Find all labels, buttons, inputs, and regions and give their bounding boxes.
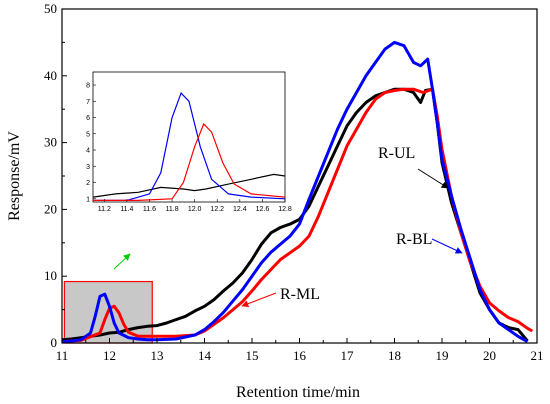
- x-tick-label: 11: [56, 348, 69, 363]
- y-tick-label: 10: [44, 268, 57, 283]
- inset-x-tick-label: 12.6: [256, 206, 270, 213]
- x-tick-label: 19: [436, 348, 449, 363]
- annotation-arrow-r-bl: [431, 238, 463, 254]
- annotation-label-r-bl: R-BL: [396, 231, 432, 248]
- inset-x-tick-label: 11.8: [166, 206, 179, 213]
- inset-y-tick-label: 7: [86, 99, 90, 106]
- inset-x-tick-label: 11.4: [120, 206, 133, 213]
- y-tick-label: 40: [44, 68, 57, 83]
- inset-y-tick-label: 2: [86, 180, 90, 187]
- y-tick-label: 0: [51, 335, 58, 350]
- y-tick-label: 30: [44, 135, 57, 150]
- inset-series-line-r-bl: [93, 91, 285, 201]
- annotation-arrow-r-ml: [241, 292, 277, 308]
- inset-series-line-r-ml: [93, 122, 285, 201]
- inset-x-tick-label: 12.2: [210, 206, 224, 213]
- annotation-label-r-ml: R-ML: [280, 286, 320, 303]
- inset-frame: [92, 71, 286, 203]
- x-tick-label: 14: [198, 348, 212, 363]
- inset-x-tick-label: 12.4: [233, 206, 247, 213]
- inset-y-tick-label: 8: [86, 83, 90, 90]
- inset-x-tick-label: 11.6: [143, 206, 156, 213]
- y-tick-label: 50: [44, 1, 57, 16]
- zoom-arrow: [113, 253, 131, 270]
- annotation-label-r-ul: R-UL: [378, 145, 415, 162]
- x-tick-label: 18: [388, 348, 401, 363]
- series-line-r-bl: [61, 40, 529, 344]
- x-tick-label: 15: [246, 348, 259, 363]
- x-tick-label: 21: [531, 348, 544, 363]
- inset-y-tick-label: 1: [86, 196, 90, 203]
- inset-x-tick-label: 12.0: [188, 206, 202, 213]
- x-tick-label: 13: [151, 348, 164, 363]
- inset-plot-area: [93, 91, 285, 201]
- inset-y-tick-label: 4: [86, 148, 90, 155]
- x-tick-label: 20: [483, 348, 496, 363]
- annotation-arrow-r-ul: [417, 168, 449, 189]
- inset-series-line-r-ul: [93, 173, 285, 198]
- inset-x-tick-label: 12.8: [278, 206, 292, 213]
- inset-y-tick-label: 6: [86, 115, 90, 122]
- inset-x-tick-label: 11.2: [98, 206, 111, 213]
- x-tick-label: 17: [341, 348, 355, 363]
- inset-y-tick-label: 3: [86, 164, 90, 171]
- y-tick-label: 20: [44, 201, 57, 216]
- x-tick-label: 12: [103, 348, 116, 363]
- y-axis-title: Response/mV: [6, 131, 23, 221]
- inset-y-tick-label: 5: [86, 131, 90, 138]
- x-axis-title: Retention time/min: [236, 384, 360, 401]
- x-tick-label: 16: [293, 348, 307, 363]
